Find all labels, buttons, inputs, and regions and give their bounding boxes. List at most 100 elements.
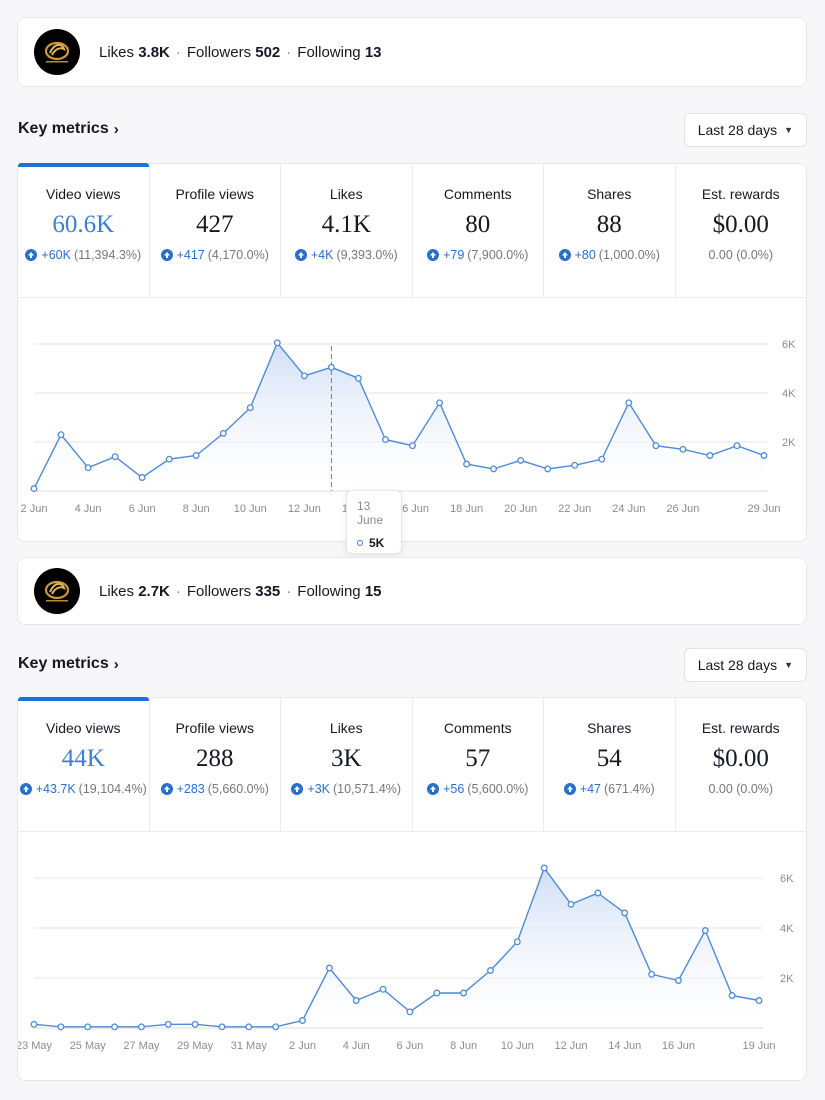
date-range-select[interactable]: Last 28 days ▼ [683, 113, 807, 147]
metric-label: Video views [46, 186, 121, 202]
x-tick-label: 24 Jun [612, 503, 645, 515]
metric-value: 88 [596, 211, 622, 238]
arrow-up-icon [563, 783, 576, 795]
delta-percent: (5,660.0%) [207, 782, 269, 796]
tooltip-date: 13 June [357, 499, 384, 527]
following-count: 13 [364, 43, 382, 61]
following-count: 15 [364, 582, 382, 600]
metric-tab-shares[interactable]: Shares 54 +47 (671.4%) [544, 698, 676, 831]
metric-tab-comments[interactable]: Comments 80 +79 (7,900.0%) [413, 164, 544, 297]
area-fill [34, 342, 764, 491]
data-point [354, 374, 362, 382]
x-tick-label: 4 Jun [75, 503, 102, 515]
x-tick-label: 22 Jun [558, 503, 591, 515]
series-line [33, 341, 765, 489]
metric-label: Profile views [175, 186, 255, 202]
arrow-up-icon [160, 783, 173, 795]
data-point [621, 909, 629, 917]
key-metrics-link[interactable]: Key metrics › [18, 655, 119, 673]
metric-delta: +80 (1,000.0%) [544, 248, 675, 262]
separator: · [286, 43, 292, 61]
x-tick-label: 26 Jun [666, 503, 699, 515]
date-range-select[interactable]: Last 28 days ▼ [683, 648, 807, 682]
x-tick-label: 12 Jun [288, 503, 321, 515]
metrics-card: Video views 44K +43.7K (19,104.4%) Profil… [17, 697, 807, 1081]
area-fill [34, 868, 759, 1028]
profile-card: Likes 3.8K · Followers 502 · Following 1… [17, 17, 807, 87]
arrow-up-icon [291, 783, 304, 795]
x-tick-label: 2 Jun [289, 1040, 316, 1052]
delta-percent: (7,900.0%) [467, 248, 529, 262]
data-point [433, 989, 441, 997]
chevron-right-icon: › [113, 655, 119, 673]
metric-tab-video-views[interactable]: Video views 60.6K +60K (11,394.3%) [18, 163, 150, 297]
data-point [598, 455, 606, 463]
tooltip-number: 5K [369, 536, 385, 550]
data-point [218, 1023, 226, 1031]
delta-percent: (671.4%) [603, 782, 655, 796]
avatar[interactable] [34, 29, 80, 75]
x-tick-label: 16 Jun [396, 503, 429, 515]
data-point [192, 452, 200, 459]
data-point [327, 363, 335, 371]
data-point [701, 927, 709, 934]
delta-percent: (10,571.4%) [332, 782, 402, 796]
arrow-up-icon [25, 249, 38, 261]
following-label: Following [297, 43, 361, 61]
data-point [164, 1020, 172, 1028]
metric-tab-est-rewards[interactable]: Est. rewards $0.00 0.00 (0.0%) [676, 698, 807, 831]
metric-label: Video views [46, 720, 121, 736]
metric-tab-likes[interactable]: Likes 4.1K +4K (9,393.0%) [281, 164, 413, 297]
x-tick-label: 4 Jun [343, 1040, 370, 1052]
y-tick-label: 4K [782, 388, 796, 400]
data-point [299, 1017, 306, 1024]
data-point [111, 1023, 119, 1031]
x-tick-label: 23 May [18, 1040, 53, 1052]
metrics-row: Video views 60.6K +60K (11,394.3%) Profil… [18, 163, 807, 298]
metric-tab-shares[interactable]: Shares 88 +80 (1,000.0%) [544, 164, 676, 297]
metric-tab-profile-views[interactable]: Profile views 288 +283 (5,660.0%) [150, 698, 281, 831]
data-point [406, 1008, 414, 1016]
delta-value: +56 [443, 782, 465, 796]
delta-value: +79 [443, 248, 465, 262]
key-metrics-link[interactable]: Key metrics › [18, 120, 119, 138]
delta-percent: (11,394.3%) [73, 248, 142, 262]
metric-label: Likes [329, 720, 363, 736]
line-chart[interactable]: 2K 4K 6K 23 May 25 May 27 May 29 May 31 May 2 Ju… [18, 832, 806, 1081]
metric-delta: +60K (11,394.3%) [18, 248, 149, 262]
data-point [246, 404, 254, 412]
metric-delta: +3K (10,571.4%) [281, 782, 412, 796]
metric-tab-video-views[interactable]: Video views 44K +43.7K (19,104.4%) [18, 697, 150, 831]
delta-value: +80 [574, 248, 596, 262]
logo-icon [44, 41, 70, 63]
x-tick-label: 6 Jun [129, 503, 156, 515]
data-point [165, 455, 173, 463]
data-point [84, 1023, 92, 1031]
metric-delta: 0.00 (0.0%) [676, 248, 807, 262]
profile-stats: Likes 3.8K · Followers 502 · Following 1… [99, 44, 382, 61]
delta-value: +60K [41, 248, 71, 262]
delta-percent: (5,600.0%) [467, 782, 529, 796]
arrow-up-icon [558, 249, 571, 261]
metric-tab-likes[interactable]: Likes 3K +3K (10,571.4%) [281, 698, 413, 831]
avatar[interactable] [34, 568, 80, 614]
chart-area[interactable]: 2K 4K 6K 23 May 25 May 27 May 29 May 31 May 2 Ju… [18, 832, 806, 1081]
likes-label: Likes [99, 582, 135, 600]
data-point [733, 442, 741, 450]
tooltip-value: 5K [357, 536, 391, 550]
data-point [191, 1020, 199, 1028]
x-tick-label: 20 Jun [504, 503, 537, 515]
arrow-up-icon [427, 249, 440, 261]
data-point [84, 464, 92, 472]
y-tick-label: 4K [780, 923, 794, 935]
metric-tab-comments[interactable]: Comments 57 +56 (5,600.0%) [413, 698, 544, 831]
data-point [325, 964, 333, 972]
data-point [219, 429, 227, 437]
metric-tab-profile-views[interactable]: Profile views 427 +417 (4,170.0%) [150, 164, 281, 297]
metric-tab-est-rewards[interactable]: Est. rewards $0.00 0.00 (0.0%) [676, 164, 807, 297]
data-point [544, 465, 552, 473]
arrow-up-icon [427, 783, 440, 795]
metric-label: Comments [443, 720, 512, 736]
